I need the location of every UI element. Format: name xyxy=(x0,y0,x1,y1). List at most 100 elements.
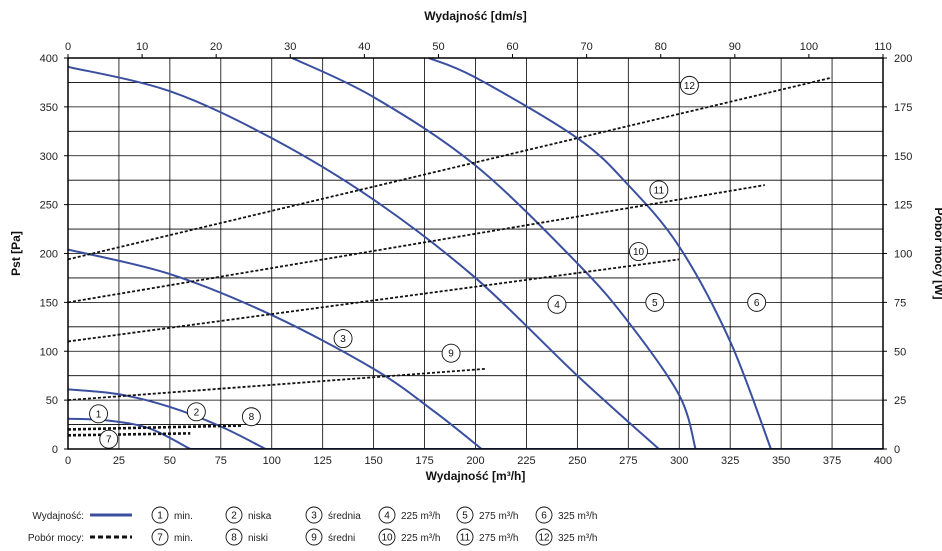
x-tick-label: 0 xyxy=(65,455,71,467)
power-line-12 xyxy=(68,76,833,261)
top-axis-title: Wydajność [dm/s] xyxy=(424,9,526,23)
x-tick-label: 400 xyxy=(874,455,892,467)
curve-marker-circle xyxy=(333,329,353,348)
curve-marker-label: 12 xyxy=(684,81,696,92)
x2-tick-label: 90 xyxy=(729,41,741,53)
x-tick-label: 150 xyxy=(364,455,382,467)
power-line-7 xyxy=(68,432,191,437)
legend-item-label: min. xyxy=(174,511,193,522)
y2-tick-label: 200 xyxy=(894,53,912,65)
y-tick-label: 100 xyxy=(40,346,58,358)
legend-marker-circle xyxy=(225,528,243,546)
pressure-curve-1 xyxy=(68,417,191,449)
x-tick-label: 250 xyxy=(568,455,586,467)
curve-marker-label: 6 xyxy=(754,298,760,309)
x-tick-label: 200 xyxy=(466,455,484,467)
pressure-curve-2 xyxy=(68,388,267,449)
legend-marker-circle xyxy=(456,506,474,524)
curve-marker-label: 7 xyxy=(106,435,112,446)
x2-tick-label: 40 xyxy=(358,41,370,53)
plot-frame xyxy=(67,57,884,450)
legend-marker-number: 10 xyxy=(381,533,393,544)
legend-marker-number: 2 xyxy=(231,511,237,522)
legend-item-label: 275 m³/h xyxy=(479,533,518,544)
y2-tick-label: 125 xyxy=(894,200,912,212)
power-line-11 xyxy=(68,184,765,304)
legend-item-label: 225 m³/h xyxy=(401,511,440,522)
power-line-10 xyxy=(68,258,680,343)
legend-item-label: 325 m³/h xyxy=(558,533,597,544)
y2-tick-label: 100 xyxy=(894,249,912,261)
curve-marker-circle xyxy=(547,294,567,314)
y2-tick-label: 50 xyxy=(894,346,906,358)
x2-tick-label: 110 xyxy=(874,41,892,53)
x-tick-label: 275 xyxy=(619,455,637,467)
axes: 0 25 50 75 100 125 150 175 200 225 250 275 300 325 350… xyxy=(9,9,942,483)
x-tick-label: 350 xyxy=(772,455,790,467)
x-tick-label: 100 xyxy=(263,455,281,467)
curve-marker-circle xyxy=(747,292,767,312)
curve-marker-label: 11 xyxy=(654,185,665,196)
curve-marker-label: 3 xyxy=(340,334,346,345)
legend-marker-circle xyxy=(535,506,553,524)
right-axis-title: Pobór mocy [W] xyxy=(932,208,942,300)
legend-marker-circle xyxy=(456,528,474,546)
legend-marker-number: 6 xyxy=(541,511,547,522)
legend-marker-number: 5 xyxy=(462,511,468,522)
y2-tick-label: 150 xyxy=(894,151,912,163)
legend-item-label: średni xyxy=(328,533,355,544)
y-tick-label: 50 xyxy=(46,395,58,407)
legend-marker-circle xyxy=(151,528,169,546)
curve-marker-label: 1 xyxy=(96,409,102,420)
legend-marker-circle xyxy=(305,506,323,524)
legend-item-label: min. xyxy=(174,533,193,544)
legend-item-label: niski xyxy=(248,533,268,544)
x-tick-label: 75 xyxy=(215,455,227,467)
curve-marker-circle xyxy=(99,429,119,449)
legend-item-label: średnia xyxy=(328,511,361,522)
legend-marker-circle xyxy=(378,506,396,524)
pressure-curve-4 xyxy=(291,58,697,449)
curve-marker-circle xyxy=(679,75,699,95)
legend-marker-circle xyxy=(535,528,553,546)
curve-marker-circle xyxy=(241,407,261,427)
legend-item-label: 275 m³/h xyxy=(479,511,518,522)
curve-marker-label: 2 xyxy=(194,407,200,418)
left-axis-title: Pst [Pa] xyxy=(9,231,23,276)
legend-item-label: niska xyxy=(248,511,272,522)
y2-tick-label: 175 xyxy=(894,102,912,114)
x2-tick-label: 100 xyxy=(800,41,818,53)
series-layer xyxy=(68,58,883,449)
legend-marker-number: 11 xyxy=(460,533,471,544)
legend-title-flow: Wydajność: xyxy=(32,511,84,522)
y2-tick-label: 75 xyxy=(894,297,906,309)
x2-tick-label: 20 xyxy=(210,41,222,53)
legend-marker-number: 7 xyxy=(157,533,163,544)
x2-tick-label: 80 xyxy=(655,41,667,53)
curve-marker-circle xyxy=(89,404,109,424)
y-tick-label: 150 xyxy=(40,297,58,309)
y2-tick-label: 0 xyxy=(894,444,900,456)
x2-tick-label: 30 xyxy=(284,41,296,53)
y-tick-label: 400 xyxy=(40,53,58,65)
legend-marker-number: 1 xyxy=(157,511,163,522)
x-tick-label: 225 xyxy=(517,455,535,467)
legend-marker-circle xyxy=(378,528,396,546)
legend-item-label: 325 m³/h xyxy=(558,511,597,522)
y2-tick-label: 25 xyxy=(894,395,906,407)
x-tick-label: 175 xyxy=(415,455,433,467)
x-tick-label: 125 xyxy=(314,455,332,467)
y-tick-label: 300 xyxy=(40,151,58,163)
x-tick-label: 25 xyxy=(113,455,125,467)
y-tick-label: 200 xyxy=(40,249,58,261)
pressure-curve-3 xyxy=(68,248,483,449)
x-tick-label: 375 xyxy=(823,455,841,467)
legend-marker-number: 8 xyxy=(231,533,237,544)
power-line-9 xyxy=(68,367,486,402)
curve-marker-label: 9 xyxy=(448,349,454,360)
bottom-axis-title: Wydajność [m³/h] xyxy=(426,469,526,483)
legend-marker-number: 3 xyxy=(311,511,317,522)
x2-tick-label: 60 xyxy=(506,41,518,53)
